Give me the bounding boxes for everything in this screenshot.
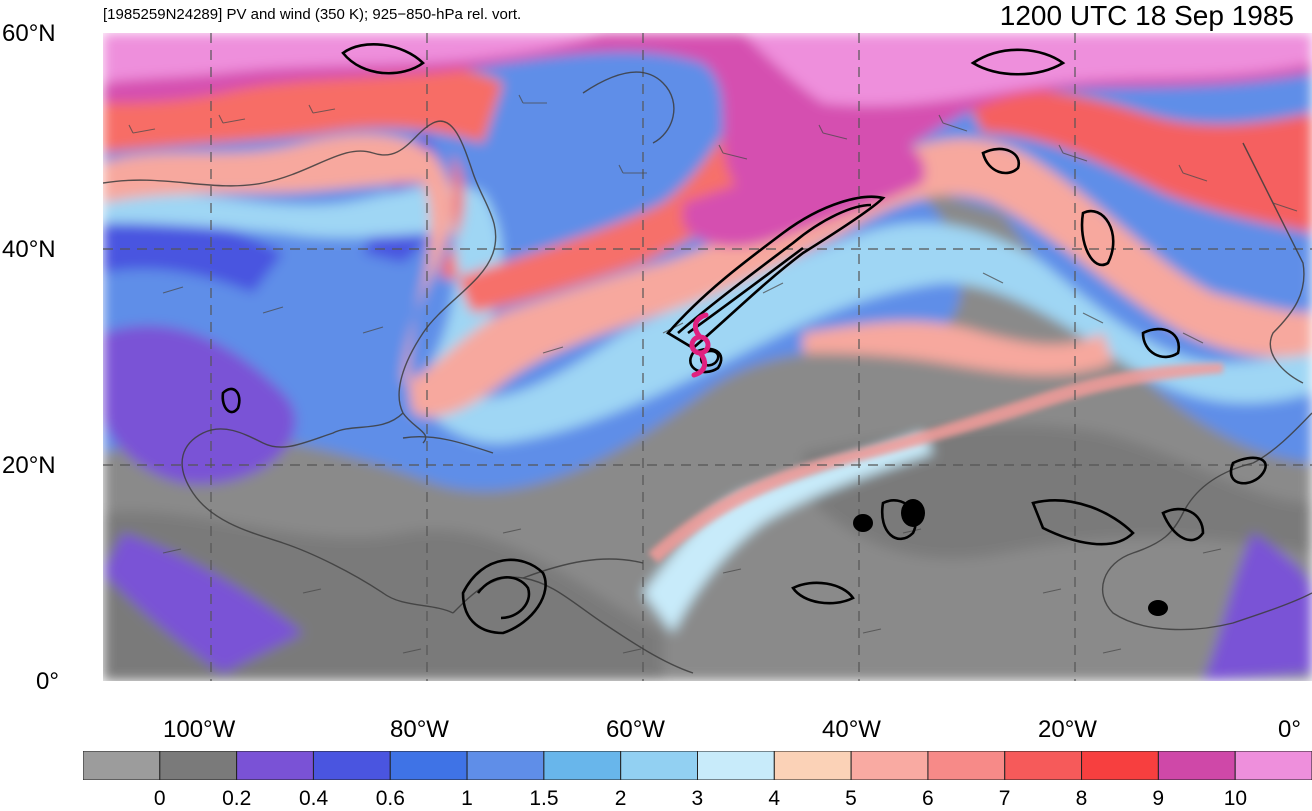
colorbar-box	[697, 751, 775, 780]
lon-label-40w: 40°W	[822, 716, 881, 743]
lat-label-0: 0°	[36, 668, 59, 695]
colorbar-box	[620, 751, 698, 780]
colorbar-box	[1004, 751, 1083, 780]
colorbar-box	[1234, 751, 1312, 780]
valid-time: 1200 UTC 18 Sep 1985	[999, 0, 1294, 31]
tropical-cyclone-icon	[689, 312, 711, 378]
colorbar-box	[83, 751, 161, 780]
colorbar-box	[312, 751, 391, 780]
colorbar-box	[773, 751, 852, 780]
vorticity-contours	[221, 42, 1267, 635]
lon-label-100w: 100°W	[163, 716, 236, 743]
lat-label-20n: 20°N	[2, 452, 56, 479]
colorbar-tick-label: 7	[998, 787, 1011, 810]
map-panel	[103, 33, 1312, 681]
wind-barbs	[128, 94, 1298, 654]
colorbar-tick-label: 10	[1223, 787, 1248, 810]
colorbar-box	[466, 751, 545, 780]
colorbar-tick-label: 8	[1075, 787, 1088, 810]
colorbar-box	[389, 751, 468, 780]
colorbar-box	[1157, 751, 1236, 780]
colorbar-tick-label: 0.6	[375, 787, 405, 810]
colorbar-tick-label: 0	[153, 787, 166, 810]
colorbar-tick-label: 4	[768, 787, 780, 810]
lon-label-60w: 60°W	[606, 716, 665, 743]
graticule	[103, 33, 1312, 681]
colorbar-tick-label: 9	[1152, 787, 1165, 810]
colorbar-tick-label: 5	[845, 787, 857, 810]
colorbar-tick-label: 1.5	[529, 787, 559, 810]
colorbar-box	[927, 751, 1006, 780]
colorbar-box	[543, 751, 622, 780]
colorbar-tick-label: 1	[461, 787, 473, 810]
colorbar-box	[236, 751, 314, 780]
lat-label-40n: 40°N	[2, 236, 56, 263]
colorbar-tick-label: 0.2	[222, 787, 252, 810]
colorbar	[83, 751, 1312, 780]
lon-label-20w: 20°W	[1038, 716, 1097, 743]
colorbar-tick-label: 0.4	[298, 787, 329, 810]
colorbar-box	[850, 751, 929, 780]
vorticity-blobs	[853, 499, 1168, 616]
lat-label-60n: 60°N	[2, 20, 56, 47]
lon-label-0: 0°	[1278, 716, 1301, 743]
map-title: [1985259N24289] PV and wind (350 K); 925…	[103, 6, 522, 23]
colorbar-box	[159, 751, 238, 780]
colorbar-box	[1081, 751, 1159, 780]
colorbar-tick-label: 2	[614, 787, 627, 810]
lon-label-80w: 80°W	[390, 716, 449, 743]
colorbar-tick-label: 6	[921, 787, 934, 810]
colorbar-tick-label: 3	[691, 787, 704, 810]
pv-shading	[103, 33, 1312, 681]
